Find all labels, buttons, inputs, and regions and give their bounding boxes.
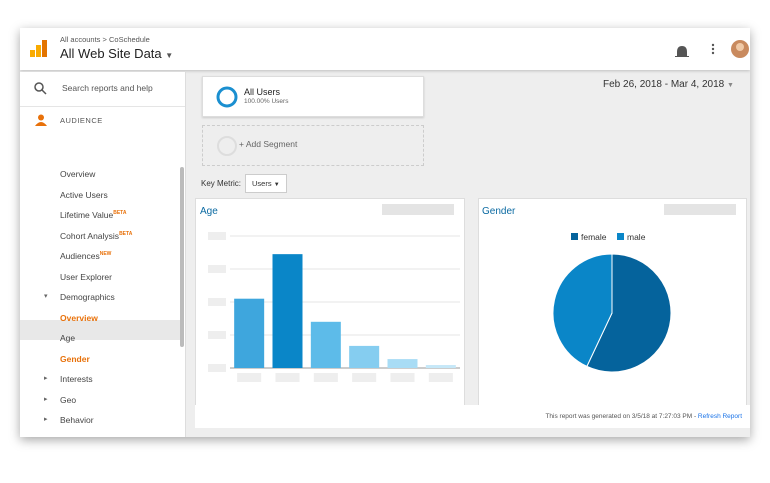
nav-label[interactable]: Gender — [60, 353, 90, 364]
bar — [349, 345, 380, 368]
badge: BETA — [119, 230, 133, 237]
add-segment-label[interactable]: + Add Segment — [239, 139, 298, 149]
nav-label[interactable]: User Explorer — [60, 271, 112, 282]
nav-item[interactable]: Gender — [60, 354, 90, 364]
bar — [387, 359, 418, 368]
key-metric-select[interactable]: Users ▼ — [245, 174, 287, 193]
legend-swatch — [571, 233, 578, 240]
blurred-tick — [208, 265, 226, 273]
bar — [310, 321, 341, 368]
key-metric-label: Key Metric: — [201, 179, 242, 188]
nav-label[interactable]: Active Users — [60, 189, 108, 200]
breadcrumb[interactable]: All accounts > CoSchedule — [60, 35, 150, 44]
nav-label[interactable]: Overview — [60, 169, 96, 179]
segment-share: 100.00% Users — [244, 98, 289, 105]
view-name[interactable]: All Web Site Data — [60, 46, 162, 61]
nav-item[interactable]: ▸Technology — [44, 436, 103, 438]
refresh-link[interactable]: Refresh Report — [697, 413, 742, 420]
chart-title: Age — [200, 206, 218, 217]
blurred-tick — [208, 232, 226, 240]
blurred-value — [382, 204, 454, 215]
blurred-category — [237, 373, 262, 382]
nav-item[interactable]: Overview — [60, 313, 98, 323]
blurred-tick — [208, 364, 226, 372]
scrollbar[interactable] — [180, 167, 184, 347]
blurred-value — [664, 204, 736, 215]
pie-slice — [586, 253, 672, 373]
search-input[interactable]: Search reports and help — [62, 83, 153, 93]
nav-item[interactable]: ▸ Behavior — [44, 415, 94, 425]
nav-item[interactable]: Active Users — [60, 190, 108, 200]
segment-card[interactable]: All Users 100.00% Users — [202, 76, 424, 117]
legend-swatch — [617, 233, 624, 240]
header-icons — [675, 40, 749, 58]
bar — [272, 254, 303, 368]
nav-label[interactable]: Demographics — [60, 292, 115, 302]
nav-label[interactable]: Geo — [60, 394, 77, 405]
header: All accounts > CoSchedule All Web Site D… — [20, 28, 750, 70]
footer-text: This report was generated on 3/5/18 at 7… — [545, 413, 697, 420]
selected-row — [20, 320, 180, 340]
bar — [234, 298, 265, 368]
window: All accounts > CoSchedule All Web Site D… — [20, 28, 750, 437]
nav-label[interactable]: Overview — [60, 312, 98, 323]
nav-item[interactable]: AudiencesNEW — [60, 251, 111, 261]
logo — [30, 40, 47, 57]
blurred-category — [352, 373, 377, 382]
nav-item[interactable]: Lifetime ValueBETA — [60, 210, 126, 220]
nav-label[interactable]: Age — [60, 333, 76, 343]
blurred-tick — [208, 331, 226, 339]
nav-item[interactable]: Cohort AnalysisBETA — [60, 231, 132, 241]
pie-slice — [552, 253, 613, 368]
view-title[interactable]: All Web Site Data ▼ — [60, 46, 174, 61]
nav-label[interactable]: Behavior — [60, 415, 94, 425]
chart-title: Gender — [482, 206, 516, 217]
nav-label[interactable]: Cohort Analysis — [60, 230, 120, 241]
nav-item[interactable]: User Explorer — [60, 272, 112, 282]
blurred-tick — [208, 298, 226, 306]
blurred-category — [390, 373, 415, 382]
nav-item[interactable]: Overview — [60, 169, 95, 179]
footer: This report was generated on 3/5/18 at 7… — [195, 405, 750, 428]
badge: BETA — [113, 210, 127, 217]
key-metric-value[interactable]: Users — [252, 179, 272, 188]
bell[interactable] — [675, 46, 689, 57]
audience-icon — [35, 114, 47, 126]
blurred-category — [428, 373, 453, 382]
blurred-category — [275, 373, 300, 382]
nav-label[interactable]: Audiences — [60, 251, 100, 261]
bar — [425, 365, 456, 368]
sidebar: Search reports and help AUDIENCE Overvie… — [20, 72, 186, 437]
segment-name: All Users — [244, 87, 281, 97]
legend-label: male — [627, 232, 646, 242]
badge: NEW — [99, 251, 112, 258]
section-title[interactable]: AUDIENCE — [60, 116, 103, 125]
nav-label[interactable]: Lifetime Value — [60, 210, 114, 220]
nav-item[interactable]: ▾ Demographics — [44, 292, 115, 302]
search-icon — [34, 82, 47, 95]
nav-label[interactable]: Interests — [60, 374, 93, 384]
nav-item[interactable]: ▸ Geo — [44, 394, 77, 405]
date-range[interactable]: Feb 26, 2018 - Mar 4, 2018 ▼ — [603, 79, 734, 90]
blurred-category — [313, 373, 338, 382]
nav-label[interactable]: Technology — [60, 436, 103, 438]
nav-item[interactable]: Age — [60, 333, 75, 343]
nav-item[interactable]: ▸ Interests — [44, 374, 93, 384]
legend-label: female — [581, 232, 607, 242]
date-range-text[interactable]: Feb 26, 2018 - Mar 4, 2018 — [603, 79, 725, 90]
add-segment[interactable]: + Add Segment — [202, 125, 424, 166]
